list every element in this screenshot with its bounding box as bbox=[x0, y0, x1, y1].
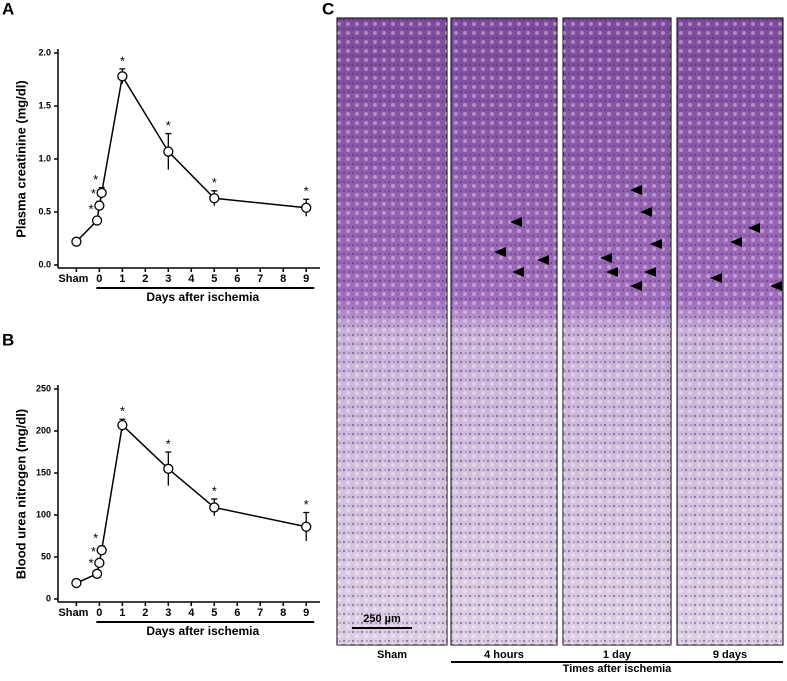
y-tick-label: 0 bbox=[46, 593, 51, 603]
significance: * bbox=[93, 531, 98, 546]
panel-label: B bbox=[2, 330, 14, 349]
data-point bbox=[163, 146, 174, 157]
data-point bbox=[91, 568, 103, 579]
x-tick-label: 1 bbox=[119, 607, 125, 619]
data-point bbox=[163, 463, 174, 474]
significance: * bbox=[89, 556, 94, 571]
y-tick-label: 1.5 bbox=[38, 100, 51, 110]
x-tick-label: 4 bbox=[188, 607, 195, 619]
x-tick-label: 6 bbox=[234, 607, 240, 619]
significance: * bbox=[166, 118, 171, 133]
data-line bbox=[76, 423, 307, 584]
group-label: Times after ischemia bbox=[563, 663, 673, 675]
x-tick-label: 2 bbox=[142, 607, 148, 619]
y-tick-label: 250 bbox=[36, 383, 51, 393]
x-tick-label: 7 bbox=[257, 607, 263, 619]
x-tick-label: 4 bbox=[188, 273, 195, 285]
significance: * bbox=[120, 53, 125, 68]
x-tick-label: 0 bbox=[96, 607, 102, 619]
significance: * bbox=[89, 202, 94, 217]
x-tick-label: 9 bbox=[303, 273, 309, 285]
x-tick-label: 2 bbox=[142, 273, 148, 285]
significance: * bbox=[212, 483, 217, 498]
scale-bar-label: 250 µm bbox=[363, 613, 401, 625]
y-tick-label: 0.5 bbox=[38, 206, 51, 216]
significance: * bbox=[212, 175, 217, 190]
data-point bbox=[94, 557, 105, 569]
texture bbox=[451, 18, 557, 645]
data-point bbox=[71, 577, 82, 589]
texture bbox=[677, 18, 783, 645]
data-line bbox=[75, 74, 307, 243]
micrograph-label: 1 day bbox=[603, 649, 632, 661]
data-point bbox=[96, 187, 107, 199]
data-point bbox=[96, 545, 107, 556]
y-tick-label: 150 bbox=[36, 467, 51, 477]
micrograph-label: 9 days bbox=[713, 649, 747, 661]
panel-label: A bbox=[2, 0, 14, 18]
data-point bbox=[117, 419, 128, 431]
y-tick-label: 0.0 bbox=[38, 259, 51, 269]
data-point bbox=[301, 202, 312, 213]
data-point bbox=[209, 502, 220, 513]
data-point bbox=[209, 193, 220, 204]
x-tick-label: Sham bbox=[58, 273, 88, 285]
x-axis-label: Days after ischemia bbox=[146, 290, 259, 304]
data-point bbox=[117, 71, 128, 82]
y-tick-label: 50 bbox=[41, 551, 51, 561]
x-tick-label: Sham bbox=[58, 607, 88, 619]
x-tick-label: 1 bbox=[119, 273, 125, 285]
micrograph-label: 4 hours bbox=[484, 649, 524, 661]
micrograph-label: Sham bbox=[377, 649, 407, 661]
x-tick-label: 3 bbox=[165, 273, 171, 285]
y-axis-label: Plasma creatinine (mg/dl) bbox=[13, 80, 28, 238]
y-tick-label: 200 bbox=[36, 425, 51, 435]
x-tick-label: 9 bbox=[303, 607, 309, 619]
x-tick-label: 5 bbox=[211, 273, 217, 285]
micrographs: 250 µm Sham 4 hours 1 day 9 days Times a… bbox=[336, 17, 784, 675]
x-tick-label: 7 bbox=[257, 273, 263, 285]
significance: * bbox=[304, 184, 309, 199]
significance: * bbox=[91, 544, 96, 559]
panel-label: C bbox=[322, 0, 334, 18]
x-axis-label: Days after ischemia bbox=[146, 624, 259, 638]
x-tick-label: 6 bbox=[234, 273, 240, 285]
x-tick-label: 3 bbox=[165, 607, 171, 619]
texture bbox=[337, 18, 447, 645]
arrowheads bbox=[494, 185, 782, 291]
significance: * bbox=[93, 172, 98, 187]
significance: * bbox=[304, 497, 309, 512]
x-tick-label: 8 bbox=[280, 607, 286, 619]
y-axis-label: Blood urea nitrogen (mg/dl) bbox=[13, 409, 28, 579]
texture bbox=[563, 18, 671, 645]
data-point bbox=[301, 521, 312, 532]
x-tick-label: 0 bbox=[96, 273, 102, 285]
x-tick-label: 8 bbox=[280, 273, 286, 285]
data-point bbox=[91, 215, 103, 226]
significance: * bbox=[120, 404, 125, 419]
data-point bbox=[94, 200, 105, 211]
y-tick-label: 2.0 bbox=[38, 47, 51, 57]
significance: * bbox=[91, 186, 96, 201]
y-tick-label: 1.0 bbox=[38, 153, 51, 163]
data-point bbox=[71, 236, 82, 247]
y-tick-label: 100 bbox=[36, 509, 51, 519]
x-tick-label: 5 bbox=[211, 607, 217, 619]
significance: * bbox=[166, 436, 171, 451]
